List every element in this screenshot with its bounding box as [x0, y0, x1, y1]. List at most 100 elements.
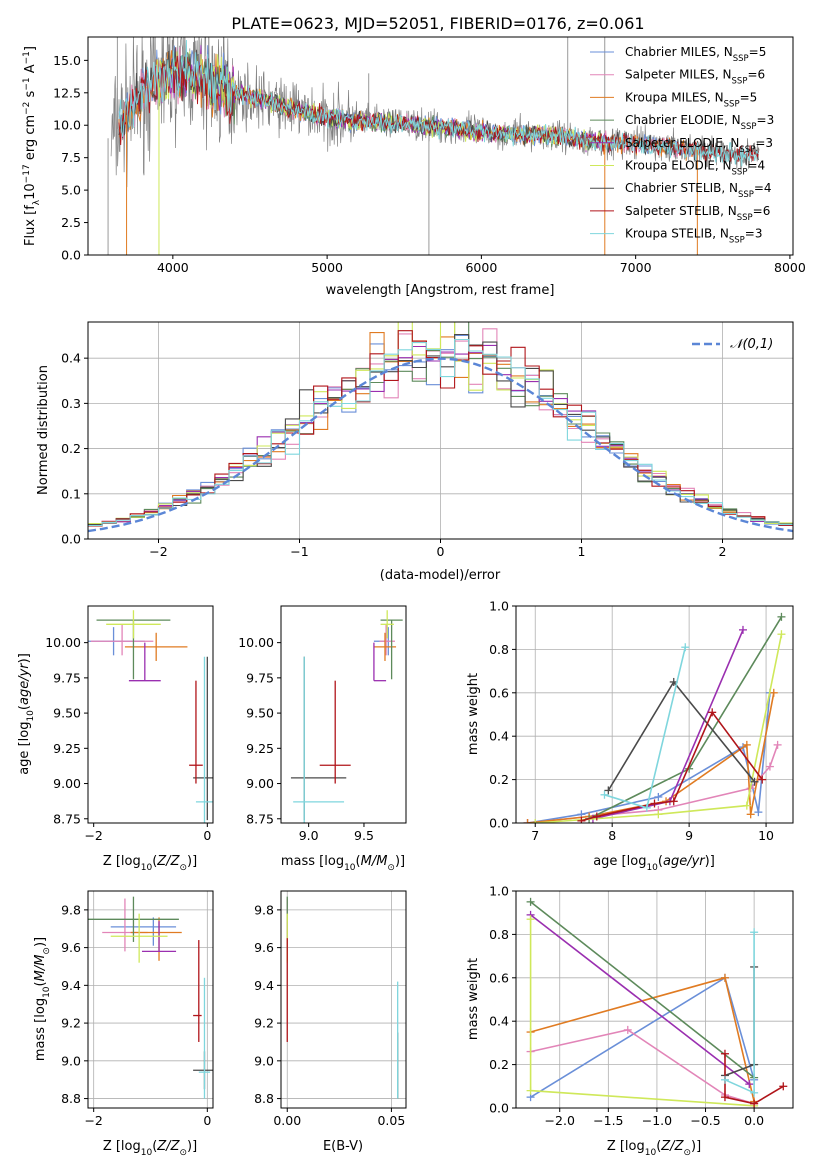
data-point	[193, 940, 202, 1042]
label-part: Z [log	[607, 1139, 645, 1154]
axis-label: mass [log10(M/M⊙)]	[33, 937, 52, 1061]
y-tick-label: 0.4	[61, 351, 81, 366]
x-tick-label: −2	[149, 544, 167, 559]
y-tick-label: 5.0	[61, 183, 81, 198]
label-part: (	[33, 981, 48, 986]
legend-entry: Chabrier MILES, NSSP=5	[625, 45, 766, 64]
x-tick-label: −1.5	[593, 1113, 623, 1128]
y-tick-label: 15.0	[53, 53, 81, 68]
x-tick-label: 5000	[311, 260, 343, 275]
label-part: erg cm	[23, 115, 38, 164]
legend-entry-part: SSP	[724, 99, 740, 109]
data-point	[124, 632, 188, 661]
y-tick-label: 9.8	[254, 902, 274, 917]
series-line	[724, 1053, 784, 1105]
y-tick-label: 1.0	[489, 599, 509, 614]
x-tick-label: 8	[608, 828, 616, 843]
series-line	[581, 710, 763, 822]
y-tick-label: 0.3	[61, 396, 81, 411]
data-point	[380, 610, 394, 639]
series-marker	[720, 973, 729, 982]
series-marker	[750, 928, 759, 937]
y-tick-label: 9.25	[246, 741, 274, 756]
legend-entry-part: =4	[754, 181, 772, 195]
label-part: age [log	[17, 722, 32, 775]
series-marker	[592, 812, 601, 821]
legend-entry-part: Salpeter STELIB, N	[625, 204, 737, 218]
x-tick-label: 6000	[465, 260, 497, 275]
data-point	[293, 656, 345, 823]
series-marker	[750, 1099, 759, 1108]
series-marker	[754, 808, 763, 817]
label-part: ⊙	[683, 1148, 691, 1158]
label-part: )]	[691, 1139, 701, 1154]
y-tick-label: 9.25	[53, 741, 81, 756]
x-tick-label: 8000	[774, 260, 806, 275]
label-part: M/M	[33, 955, 48, 982]
series-line	[530, 901, 755, 1079]
y-tick-label: 0.0	[61, 248, 81, 263]
x-tick-label: 0	[203, 1113, 211, 1128]
legend-entry-part: SSP	[741, 122, 757, 132]
x-axis-label: wavelength [Angstrom, rest frame]	[326, 283, 555, 298]
y-tick-label: 2.5	[61, 215, 81, 230]
axis-label: Z [log10(Z/Z⊙)]	[607, 1139, 701, 1158]
data-point	[130, 917, 182, 961]
label-part: −17	[22, 164, 32, 183]
y-tick-label: 9.75	[53, 670, 81, 685]
plot-area	[523, 612, 786, 823]
residual-histogram-panel: −2 −1 0 1 2 0.0 0.1 0.2 0.3 0.4 𝒩(0,1) (data-model)…	[36, 321, 794, 583]
y-tick-label: 8.75	[246, 811, 274, 826]
series-marker	[669, 797, 678, 806]
axis-label: Z [log10(Z/Z⊙)]	[103, 1139, 197, 1158]
label-part: )]	[395, 854, 405, 869]
label-part: 10	[26, 710, 36, 722]
x-tick-label: 0.0	[744, 1113, 764, 1128]
axis-label: Flux [fλ10−17 erg cm−2 s−1 A−1]	[22, 46, 42, 246]
legend-entry-part: SSP	[737, 213, 753, 223]
y-tick-label: 9.4	[61, 978, 81, 993]
legend-entry: Salpeter STELIB, NSSP=6	[625, 204, 770, 223]
x-tick-label: −1	[290, 544, 308, 559]
series-marker	[750, 1088, 759, 1097]
y-tick-label: 10.00	[45, 635, 81, 650]
series-marker	[745, 1080, 754, 1089]
x-tick-label: −2	[84, 1113, 102, 1128]
data-point	[110, 913, 168, 963]
y-tick-label: 10.00	[238, 635, 274, 650]
y-tick-label: 0.0	[61, 532, 81, 547]
series-marker	[523, 819, 532, 823]
axis-label: mass [log10(M/M⊙)]	[281, 854, 405, 873]
series-marker	[604, 786, 613, 795]
legend-entry-part: SSP	[739, 145, 755, 155]
legend-entry-part: Kroupa STELIB, N	[625, 227, 729, 241]
series-marker	[773, 740, 782, 749]
normal-reference-curve	[88, 357, 793, 533]
spectrum-panel: 4000 5000 6000 7000 8000 0.0 2.5 5.0 7.5 10.0 12.5…	[22, 36, 806, 298]
legend-entry-part: =5	[749, 45, 767, 59]
label-part: (	[656, 1139, 661, 1154]
plot-area	[290, 610, 403, 823]
data-point	[88, 896, 179, 942]
label-part: )]	[33, 937, 48, 947]
legend-entry-part: Salpeter MILES, N	[625, 68, 732, 82]
axes-frame	[87, 890, 214, 1109]
y-tick-label: 9.8	[61, 902, 81, 917]
data-point	[373, 642, 387, 682]
y-tick-label: 0.8	[489, 927, 509, 942]
legend-entry: Chabrier STELIB, NSSP=4	[625, 181, 772, 200]
legend-entry: Salpeter MILES, NSSP=6	[625, 68, 765, 87]
x-tick-label: −2.0	[545, 1113, 575, 1128]
y-tick-label: 9.50	[246, 706, 274, 721]
series-marker	[642, 803, 651, 812]
label-part: (	[152, 854, 157, 869]
legend-entry-part: SSP	[738, 190, 754, 200]
data-point	[189, 680, 203, 784]
plot-area	[88, 610, 213, 823]
axes-frame	[87, 605, 214, 824]
legend-entry: Chabrier ELODIE, NSSP=3	[625, 113, 774, 132]
axes-frame	[515, 605, 794, 824]
series-marker	[577, 816, 586, 823]
legend-entry-part: SSP	[732, 77, 748, 87]
